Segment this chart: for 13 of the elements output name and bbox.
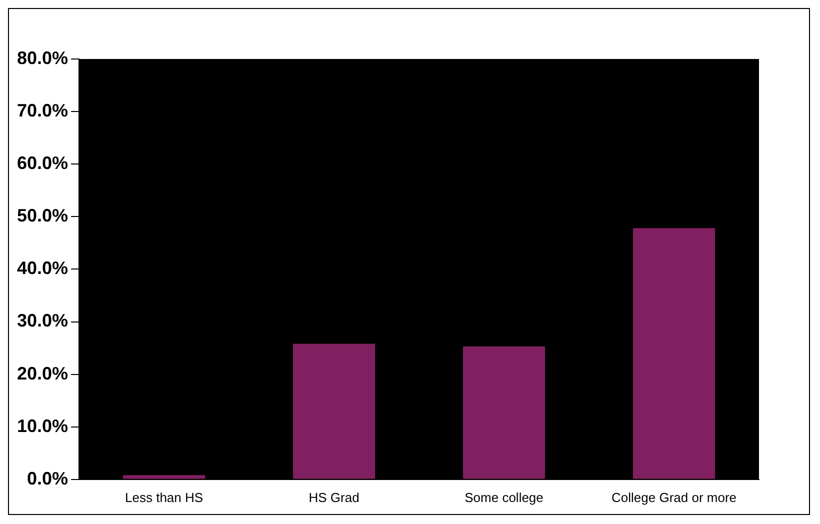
y-tick-label: 0.0%: [27, 468, 68, 488]
y-tick-label: 40.0%: [16, 258, 68, 278]
y-tick-label: 10.0%: [16, 416, 68, 436]
x-tick-label: Less than HS: [125, 490, 204, 505]
x-tick-label: Some college: [464, 490, 544, 505]
x-tick-label: HS Grad: [308, 490, 360, 505]
y-tick-label: 60.0%: [16, 153, 68, 174]
y-tick-label: 30.0%: [16, 310, 68, 331]
y-tick-label: 20.0%: [16, 363, 68, 384]
y-tick-label: 50.0%: [16, 206, 68, 226]
y-tick-label: 70.0%: [16, 100, 68, 121]
x-tick-label: College Grad or more: [612, 490, 737, 505]
y-tick-label: 80.0%: [16, 48, 68, 68]
